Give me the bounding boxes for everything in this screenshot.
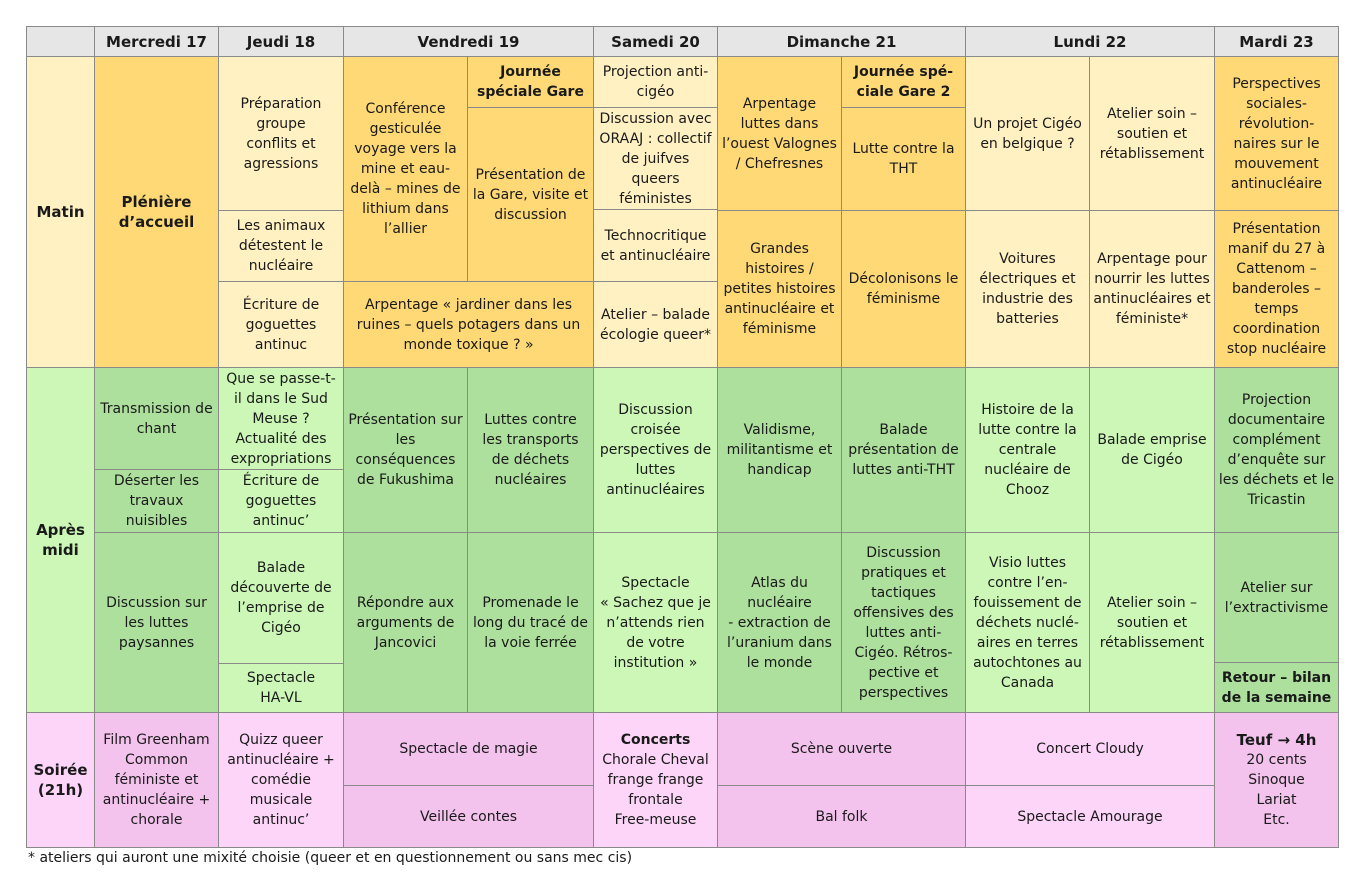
session: Journée spéciale Gare — [467, 56, 594, 108]
header-corner — [26, 26, 95, 57]
session-detail: 20 cents Sinoque Lariat Etc. — [1246, 752, 1307, 828]
day-header: Mercredi 17 — [94, 26, 219, 57]
session: Préparation groupe conflits et agression… — [218, 56, 344, 211]
session-title: Teuf → 4h — [1236, 731, 1317, 749]
session: Transmission de chant — [94, 367, 219, 470]
footnote: * ateliers qui auront une mixité choisie… — [28, 850, 633, 866]
session: Promenade le long du tracé de la voie fe… — [467, 532, 594, 713]
session: Plénière d’accueil — [94, 56, 219, 368]
session-detail: Chorale Cheval frange frange frontale Fr… — [602, 752, 709, 828]
session: Quizz queer antinucléaire + comédie musi… — [218, 712, 344, 848]
session: Projection documentaire complément d’enq… — [1214, 367, 1339, 533]
session: Histoire de la lutte contre la centrale … — [965, 367, 1090, 533]
day-header: Dimanche 21 — [717, 26, 966, 57]
session: Visio luttes contre l’en- fouissement de… — [965, 532, 1090, 713]
session: Atlas du nucléaire - extraction de l’ura… — [717, 532, 842, 713]
period-matin: Matin — [26, 56, 95, 368]
day-header: Samedi 20 — [593, 26, 718, 57]
period-soiree: Soirée (21h) — [26, 712, 95, 848]
session: Les animaux détestent le nucléaire — [218, 210, 344, 282]
session: Concerts Chorale Cheval frange frange fr… — [593, 712, 718, 848]
session-title: Concerts — [620, 732, 691, 748]
session: Atelier soin – soutien et rétablissement — [1089, 56, 1215, 211]
session: Scène ouverte — [717, 712, 966, 786]
session: Discussion avec ORAAJ : collectif de jui… — [593, 107, 718, 210]
session: Présentation sur les conséquences de Fuk… — [343, 367, 468, 533]
session: Un projet Cigéo en belgique ? — [965, 56, 1090, 211]
session: Spectacle Amourage — [965, 785, 1215, 848]
session: Validisme, militantisme et handicap — [717, 367, 842, 533]
day-header: Vendredi 19 — [343, 26, 594, 57]
session: Retour – bilan de la semaine — [1214, 662, 1339, 713]
day-header: Lundi 22 — [965, 26, 1215, 57]
session: Balade présentation de luttes anti-THT — [841, 367, 966, 533]
session: Présentation manif du 27 à Cattenom – ba… — [1214, 210, 1339, 368]
session: Lutte contre la THT — [841, 107, 966, 211]
session: Atelier soin – soutien et rétablissement — [1089, 532, 1215, 713]
session: Balade emprise de Cigéo — [1089, 367, 1215, 533]
session: Spectacle « Sachez que je n’attends rien… — [593, 532, 718, 713]
session: Veillée contes — [343, 785, 594, 848]
session: Voitures électriques et industrie des ba… — [965, 210, 1090, 368]
session: Écriture de goguettes antinuc’ — [218, 469, 344, 533]
session: Spectacle HA-VL — [218, 663, 344, 713]
day-header: Jeudi 18 — [218, 26, 344, 57]
period-apres-midi: Après midi — [26, 367, 95, 713]
session: Atelier sur l’extractivisme — [1214, 532, 1339, 663]
session: Conférence gesticulée voyage vers la min… — [343, 56, 468, 282]
session: Bal folk — [717, 785, 966, 848]
session: Présentation de la Gare, visite et discu… — [467, 107, 594, 282]
session: Balade découverte de l’emprise de Cigéo — [218, 532, 344, 664]
session: Perspectives sociales- révolution- naire… — [1214, 56, 1339, 211]
session: Discussion croisée perspectives de lutte… — [593, 367, 718, 533]
session: Discussion sur les luttes paysannes — [94, 532, 219, 713]
session: Film Greenham Common féministe et antinu… — [94, 712, 219, 848]
session: Journée spé- ciale Gare 2 — [841, 56, 966, 108]
session: Arpentage « jardiner dans les ruines – q… — [343, 281, 594, 368]
session: Déserter les travaux nuisibles — [94, 469, 219, 533]
session: Concert Cloudy — [965, 712, 1215, 786]
session: Technocritique et antinucléaire — [593, 209, 718, 282]
session: Arpentage luttes dans l’ouest Valognes /… — [717, 56, 842, 211]
session: Luttes contre les transports de déchets … — [467, 367, 594, 533]
session: Arpentage pour nourrir les luttes antinu… — [1089, 210, 1215, 368]
session: Teuf → 4h 20 cents Sinoque Lariat Etc. — [1214, 712, 1339, 848]
session: Que se passe-t- il dans le Sud Meuse ? A… — [218, 367, 344, 470]
schedule-table: Mercredi 17 Jeudi 18 Vendredi 19 Samedi … — [26, 26, 1339, 848]
session: Répondre aux arguments de Jancovici — [343, 532, 468, 713]
session: Atelier – balade écologie queer* — [593, 281, 718, 368]
session: Décolonisons le féminisme — [841, 210, 966, 368]
session: Projection anti- cigéo — [593, 56, 718, 108]
day-header: Mardi 23 — [1214, 26, 1339, 57]
session: Discussion pratiques et tactiques offens… — [841, 532, 966, 713]
session: Écriture de goguettes antinuc — [218, 281, 344, 368]
session: Spectacle de magie — [343, 712, 594, 786]
session: Grandes histoires / petites histoires an… — [717, 210, 842, 368]
